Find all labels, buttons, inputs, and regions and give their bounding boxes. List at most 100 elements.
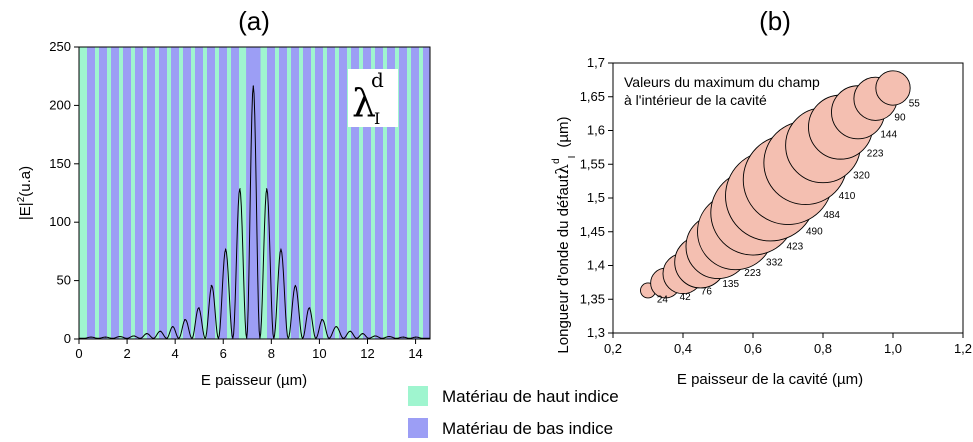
legend: Matériau de haut indice Matériau de bas …: [408, 386, 619, 438]
x-tick-label: 0,2: [604, 341, 622, 356]
field-peak-point: [388, 335, 390, 338]
y-tick-label: 50: [57, 273, 71, 288]
y-tick-label: 1,3: [587, 325, 605, 340]
x-tick-label: 6: [220, 346, 227, 361]
y-tick-label: 1,7: [587, 55, 605, 70]
low-index-band: [123, 47, 131, 339]
lambda-annotation: λ d I: [348, 68, 398, 128]
low-index-band: [339, 47, 347, 339]
field-peak-point: [198, 307, 200, 309]
lambda-superscript: d: [371, 68, 384, 92]
field-peak-point: [265, 188, 268, 190]
field-peak-point: [119, 335, 121, 338]
bubble-label: 410: [839, 191, 856, 202]
bubble-label: 484: [823, 210, 840, 221]
panel-a: (a) 0 2 4 6 8 10 12 14 0 50 100 150 200 250 E paisse…: [16, 6, 431, 389]
x-ticks-a: 0 2 4 6 8 10 12 14: [75, 339, 423, 361]
low-index-band: [411, 47, 419, 339]
y-tick-label: 1,45: [580, 224, 605, 239]
x-tick-label: 10: [312, 346, 326, 361]
y-tick-label: 0: [64, 331, 71, 346]
lambda-subscript: I: [374, 109, 380, 128]
low-index-band: [99, 47, 107, 339]
low-index-band: [375, 47, 383, 339]
bubble-label: 24: [657, 294, 669, 305]
field-peak-point: [374, 335, 376, 337]
low-index-band: [303, 47, 311, 339]
field-peak-point: [133, 335, 135, 337]
low-index-band: [195, 47, 203, 339]
x-tick-label: 2: [123, 346, 130, 361]
field-peak-point: [335, 326, 337, 328]
y-tick-label: 150: [49, 156, 71, 171]
field-peak-point: [309, 307, 311, 309]
field-peak-point: [210, 285, 212, 287]
field-peak-point: [239, 188, 241, 190]
bubble-label: 490: [806, 226, 823, 237]
bubble-label: 223: [744, 268, 761, 279]
low-index-band: [219, 47, 227, 339]
low-index-band: [171, 47, 179, 339]
low-index-band: [159, 47, 167, 339]
low-index-band: [207, 47, 215, 339]
field-peak-point: [414, 336, 417, 338]
panel-a-title: (a): [238, 6, 270, 36]
legend-label-high: Matériau de haut indice: [442, 387, 619, 406]
field-peak-point: [350, 330, 352, 332]
bubble-label: 42: [680, 292, 692, 303]
y-tick-label: 100: [49, 214, 71, 229]
low-index-band: [351, 47, 359, 339]
low-index-band: [183, 47, 191, 339]
y-tick-label: 1,6: [587, 123, 605, 138]
y-axis-label-a: |E|2(u.a): [16, 166, 34, 220]
bubble-label: 320: [853, 170, 870, 181]
low-index-band: [327, 47, 335, 339]
y-tick-label: 200: [49, 97, 71, 112]
y-tick-label: 1,35: [580, 291, 605, 306]
plot-a-frame: [78, 46, 431, 340]
x-axis-label-a: E paisseur (µm): [201, 372, 307, 389]
field-peak-point: [225, 248, 227, 251]
x-tick-label: 14: [408, 346, 422, 361]
defect-layer-band: [246, 47, 261, 339]
low-index-band: [279, 47, 287, 339]
bubble-label: 135: [722, 279, 739, 290]
low-index-band: [291, 47, 299, 339]
low-index-band: [135, 47, 143, 339]
low-index-band: [267, 47, 275, 339]
field-peak-point: [90, 336, 92, 338]
lambda-symbol: λ: [352, 81, 376, 125]
low-index-band: [147, 47, 155, 339]
legend-swatch-high: [408, 386, 428, 406]
low-index-band: [363, 47, 371, 339]
bubble-label: 332: [766, 257, 783, 268]
x-tick-label: 8: [268, 346, 275, 361]
field-peak-point: [160, 330, 162, 332]
field-peak-point: [184, 319, 186, 321]
field-peak-point: [362, 333, 364, 335]
x-tick-label: 0,4: [674, 341, 692, 356]
y-tick-label: 1,5: [587, 190, 605, 205]
field-peak-point: [321, 319, 323, 321]
x-tick-label: 0,8: [814, 341, 832, 356]
field-peak-point: [402, 336, 405, 338]
low-index-band: [231, 47, 239, 339]
x-tick-label: 1,2: [954, 341, 972, 356]
bubble-label: 76: [701, 286, 713, 297]
bubble-label: 144: [880, 130, 897, 141]
bubble-label: 223: [867, 148, 884, 159]
panel-b-title: (b): [759, 6, 791, 36]
annotation-line-1: Valeurs du maximum du champ: [624, 74, 820, 90]
field-peak-point: [294, 285, 296, 287]
bubble-label: 90: [894, 113, 906, 124]
field-peak-point: [172, 326, 174, 328]
x-tick-label: 0: [75, 346, 82, 361]
field-peak-point: [280, 248, 282, 251]
x-tick-label: 4: [172, 346, 179, 361]
low-index-band: [315, 47, 323, 339]
bubble-55: [875, 70, 911, 106]
low-index-band: [399, 47, 407, 339]
